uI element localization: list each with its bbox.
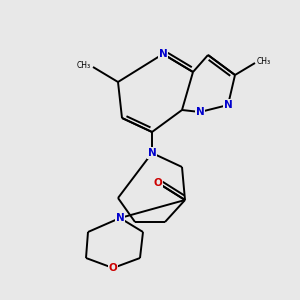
Text: N: N [224, 100, 232, 110]
Text: N: N [116, 213, 124, 223]
Text: O: O [154, 178, 162, 188]
Text: CH₃: CH₃ [77, 61, 91, 70]
Text: N: N [148, 148, 156, 158]
Text: O: O [109, 263, 117, 273]
Text: N: N [159, 49, 167, 59]
Text: N: N [196, 107, 204, 117]
Text: CH₃: CH₃ [257, 58, 271, 67]
